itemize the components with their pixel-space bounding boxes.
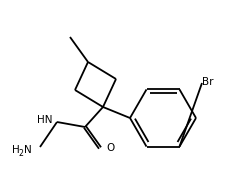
Text: H: H	[12, 145, 20, 155]
Text: 2: 2	[18, 149, 23, 158]
Text: Br: Br	[202, 77, 214, 87]
Text: O: O	[106, 143, 114, 153]
Text: HN: HN	[36, 115, 52, 125]
Text: N: N	[24, 145, 32, 155]
